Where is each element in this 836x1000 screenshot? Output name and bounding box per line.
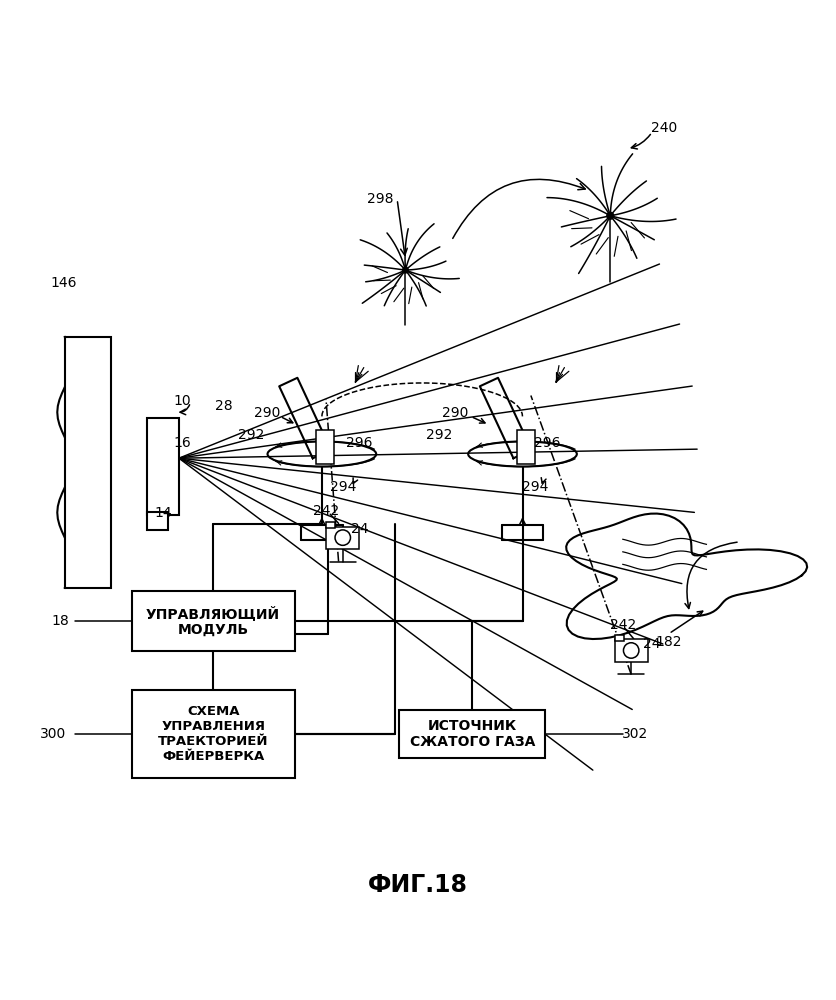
- Text: 294: 294: [329, 480, 356, 494]
- Text: ФИГ.18: ФИГ.18: [368, 873, 468, 897]
- Text: 302: 302: [622, 727, 649, 741]
- Text: 298: 298: [367, 192, 394, 206]
- Text: 146: 146: [50, 276, 77, 290]
- Bar: [399, 710, 545, 758]
- Bar: [316, 430, 334, 464]
- Bar: [131, 591, 295, 651]
- Text: 296: 296: [346, 436, 373, 450]
- Text: 296: 296: [534, 436, 561, 450]
- Text: 24: 24: [351, 522, 368, 536]
- Bar: [65, 337, 110, 588]
- Text: 242: 242: [313, 504, 339, 518]
- Text: 292: 292: [426, 428, 452, 442]
- Bar: [614, 635, 624, 641]
- Text: 16: 16: [173, 436, 191, 450]
- Bar: [517, 430, 535, 464]
- Circle shape: [403, 267, 408, 273]
- Text: 290: 290: [254, 406, 281, 420]
- Text: 294: 294: [522, 480, 548, 494]
- Text: 24: 24: [644, 637, 660, 651]
- Bar: [147, 512, 167, 530]
- Text: 290: 290: [442, 406, 469, 420]
- Text: СХЕМА
УПРАВЛЕНИЯ
ТРАЕКТОРИЕЙ
ФЕЙЕРВЕРКА: СХЕМА УПРАВЛЕНИЯ ТРАЕКТОРИЕЙ ФЕЙЕРВЕРКА: [158, 705, 268, 763]
- Text: 182: 182: [655, 635, 682, 649]
- Bar: [131, 690, 295, 778]
- Text: 292: 292: [237, 428, 264, 442]
- Text: 240: 240: [651, 121, 678, 135]
- Bar: [326, 527, 359, 549]
- Bar: [326, 522, 335, 528]
- Text: 28: 28: [215, 399, 233, 413]
- Text: 242: 242: [609, 618, 636, 632]
- Circle shape: [607, 212, 614, 219]
- Bar: [614, 639, 648, 662]
- Text: ИСТОЧНИК
СЖАТОГО ГАЗА: ИСТОЧНИК СЖАТОГО ГАЗА: [410, 719, 535, 749]
- Text: 300: 300: [39, 727, 66, 741]
- Bar: [147, 418, 179, 515]
- Text: 14: 14: [154, 506, 172, 520]
- Text: 10: 10: [173, 394, 191, 408]
- Text: 18: 18: [51, 614, 69, 628]
- Text: УПРАВЛЯЮЩИЙ
МОДУЛЬ: УПРАВЛЯЮЩИЙ МОДУЛЬ: [146, 606, 280, 637]
